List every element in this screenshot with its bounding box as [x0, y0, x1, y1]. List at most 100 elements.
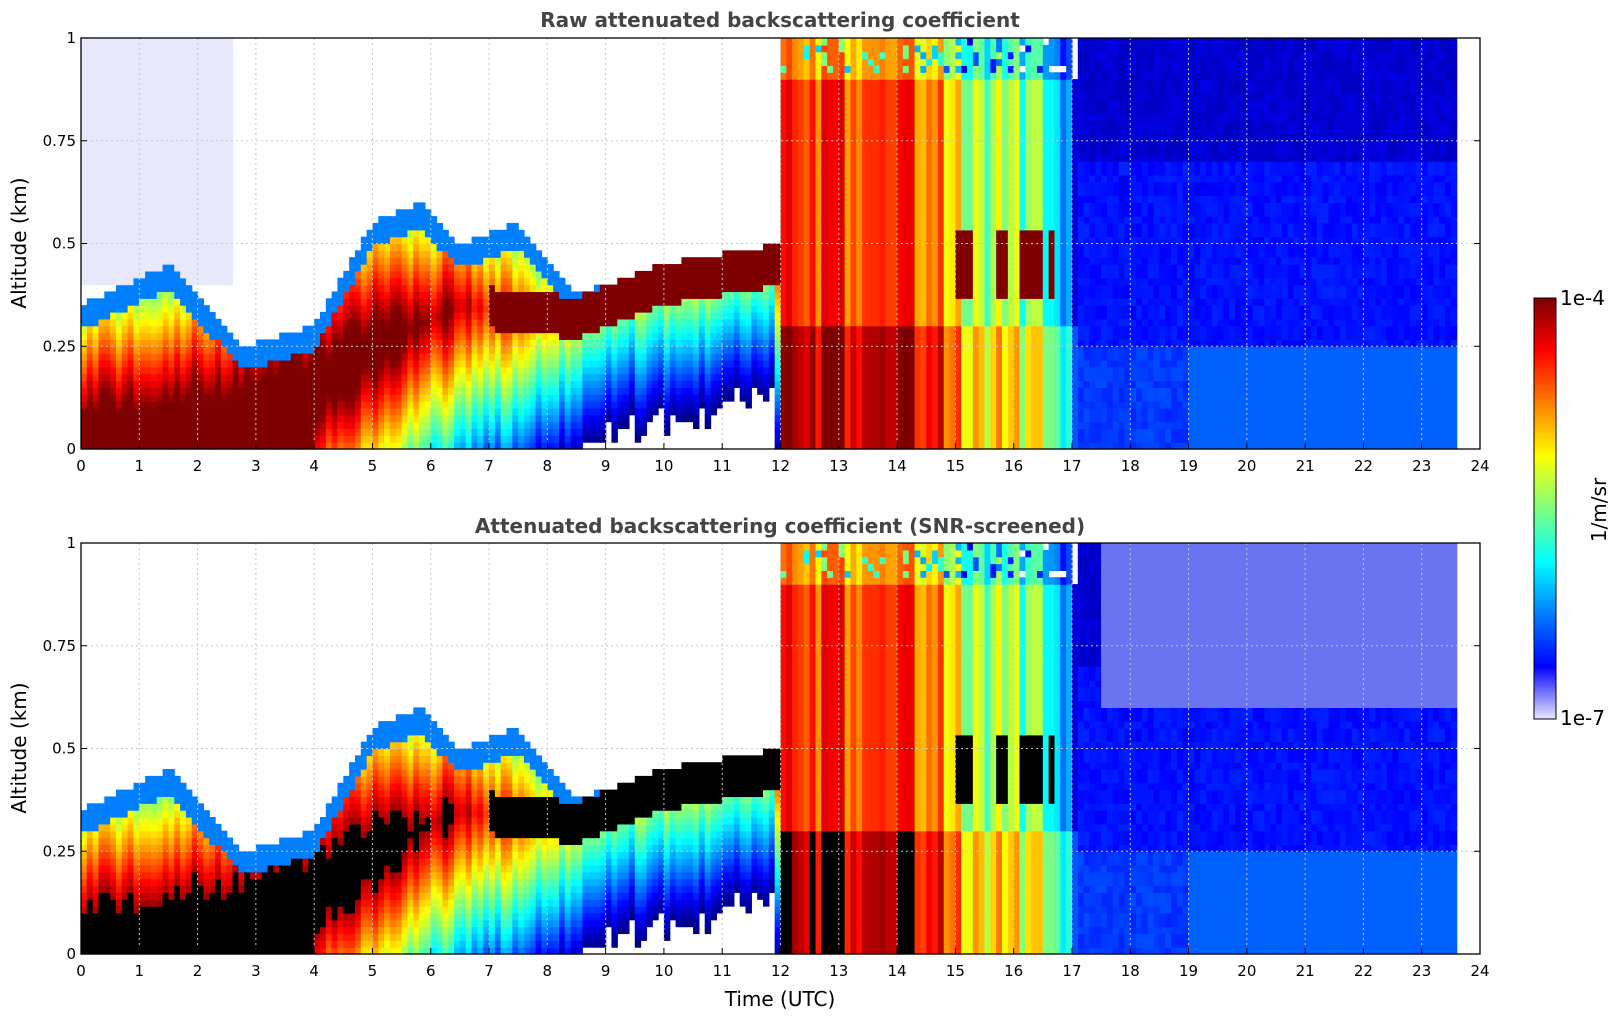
heatmap-cell [430, 387, 438, 395]
heatmap-cell [110, 346, 117, 354]
heatmap-cell [436, 414, 444, 423]
heatmap-cell [640, 359, 648, 368]
heatmap-cell [325, 401, 333, 409]
heatmap-cell [477, 359, 484, 368]
heatmap-cell [232, 407, 239, 416]
heatmap-cell [150, 421, 158, 430]
heatmap-cell [803, 270, 811, 279]
heatmap-cell [191, 85, 199, 94]
heatmap-cell [797, 270, 805, 279]
heatmap-cell [850, 133, 857, 142]
heatmap-cell [856, 407, 863, 416]
heatmap-cell [623, 325, 630, 334]
heatmap-cell [98, 277, 105, 286]
heatmap-cell [850, 168, 857, 176]
heatmap-cell [308, 401, 315, 409]
heatmap-cell [226, 277, 234, 286]
heatmap-cell [424, 270, 432, 279]
heatmap-cell [768, 373, 776, 382]
heatmap-cell [459, 414, 467, 423]
heatmap-cell [553, 339, 560, 347]
heatmap-cell [710, 394, 717, 402]
heatmap-cell [710, 332, 717, 340]
heatmap-cell [821, 318, 828, 327]
heatmap-cell [867, 85, 875, 94]
heatmap-cell [430, 284, 438, 293]
heatmap-cell [226, 51, 234, 60]
heatmap-cell [255, 380, 263, 388]
heatmap-cell [220, 346, 228, 354]
heatmap-cell [547, 339, 554, 347]
heatmap-cell [203, 332, 210, 340]
heatmap-cell [331, 366, 339, 375]
heatmap-cell [617, 414, 624, 423]
heatmap-cell [174, 154, 181, 162]
heatmap-cell [832, 216, 840, 224]
heatmap-cell [98, 168, 105, 176]
heatmap-cell [763, 277, 770, 286]
heatmap-cell [325, 414, 333, 423]
heatmap-cell [150, 442, 158, 450]
heatmap-cell [809, 106, 817, 114]
heatmap-cell [827, 270, 834, 279]
heatmap-cell [285, 366, 292, 375]
heatmap-cell [827, 250, 834, 258]
heatmap-cell [98, 216, 105, 224]
heatmap-cell [838, 442, 846, 450]
heatmap-cell [401, 387, 409, 395]
heatmap-cell [494, 394, 502, 402]
heatmap-cell [687, 332, 694, 340]
heatmap-cell [862, 442, 869, 450]
heatmap-cell [797, 298, 805, 306]
heatmap-cell [378, 298, 385, 306]
heatmap-cell [320, 346, 327, 354]
heatmap-cell [168, 229, 175, 238]
heatmap-cell [599, 359, 607, 368]
heatmap-cell [454, 421, 461, 430]
heatmap-cell [803, 250, 811, 258]
heatmap-cell [815, 305, 822, 313]
heatmap-cell [465, 435, 473, 443]
heatmap-cell [110, 264, 117, 272]
heatmap-cell [244, 394, 251, 402]
heatmap-cell [815, 277, 822, 286]
heatmap-cell [873, 325, 881, 334]
heatmap-cell [115, 99, 123, 108]
heatmap-cell [465, 312, 473, 320]
heatmap-cell [827, 72, 834, 80]
heatmap-cell [593, 339, 601, 347]
heatmap-cell [623, 380, 630, 388]
heatmap-cell [524, 250, 531, 258]
heatmap-cell [185, 154, 193, 162]
heatmap-cell [483, 318, 490, 327]
heatmap-cell [862, 318, 869, 327]
heatmap-cell [757, 332, 764, 340]
heatmap-cell [110, 195, 117, 203]
heatmap-cell [512, 414, 519, 423]
heatmap-cell [430, 346, 438, 354]
heatmap-cell [628, 366, 636, 375]
heatmap-cell [360, 346, 368, 354]
heatmap-cell [220, 387, 228, 395]
heatmap-cell [564, 373, 572, 382]
heatmap-cell [459, 270, 467, 279]
heatmap-cell [558, 318, 566, 327]
heatmap-cell [652, 305, 659, 313]
heatmap-cell [558, 277, 566, 286]
heatmap-cell [640, 270, 648, 279]
heatmap-cell [174, 250, 181, 258]
heatmap-cell [354, 250, 362, 258]
heatmap-cell [325, 325, 333, 334]
heatmap-cell [570, 428, 578, 436]
heatmap-cell [873, 99, 881, 108]
heatmap-cell [867, 154, 875, 162]
heatmap-cell [104, 298, 111, 306]
heatmap-cell [512, 264, 519, 272]
heatmap-cell [448, 318, 455, 327]
heatmap-cell [145, 99, 152, 108]
heatmap-cell [86, 58, 94, 66]
heatmap-cell [290, 346, 298, 354]
heatmap-cell [815, 325, 822, 334]
heatmap-cell [494, 442, 502, 450]
heatmap-cell [827, 106, 834, 114]
